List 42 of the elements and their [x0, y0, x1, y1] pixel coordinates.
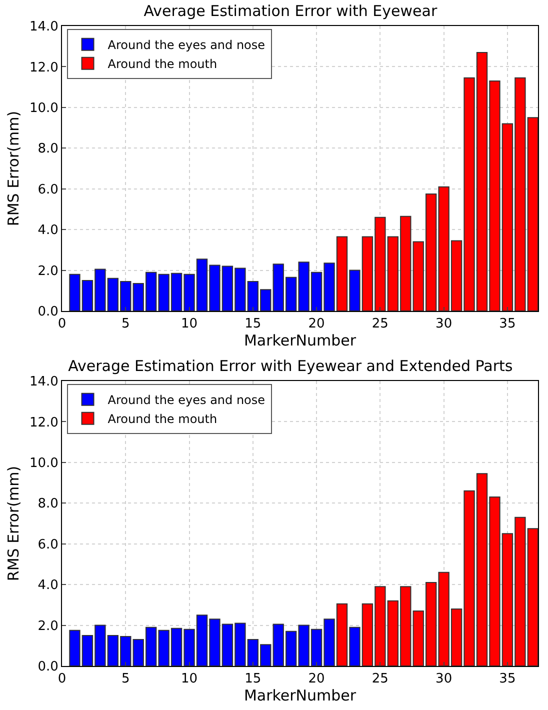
legend-label: Around the mouth: [108, 57, 218, 72]
y-tick-label: 0.0: [38, 660, 58, 675]
y-tick-label: 12.0: [29, 415, 58, 430]
y-tick-label: 10.0: [29, 100, 58, 116]
y-tick-label: 10.0: [29, 456, 58, 471]
x-tick-label: 0: [58, 316, 66, 332]
x-tick-label: 10: [180, 316, 198, 332]
y-tick-label: 14.0: [29, 20, 58, 35]
x-tick-label: 20: [308, 316, 325, 332]
y-tick-label: 6.0: [38, 537, 58, 552]
chart-title: Average Estimation Error with Eyewear: [144, 2, 438, 20]
x-axis-title: MarkerNumber: [244, 332, 357, 350]
y-tick-label: 4.0: [38, 223, 58, 238]
y-tick-label: 14.0: [29, 374, 58, 390]
x-tick-label: 30: [436, 316, 452, 332]
y-axis-title: RMS Error(mm): [4, 466, 23, 582]
y-axis-title: RMS Error(mm): [4, 110, 23, 226]
x-tick-label: 15: [244, 672, 262, 687]
chart-title: Average Estimation Error with Eyewear and Extended Parts: [68, 356, 513, 375]
legend-label: Around the mouth: [108, 412, 218, 426]
y-tick-label: 12.0: [29, 60, 58, 76]
legend-label: Around the eyes and nose: [108, 393, 266, 408]
x-tick-label: 5: [122, 316, 130, 332]
x-tick-label: 25: [372, 672, 388, 687]
x-tick-label: 5: [122, 672, 130, 687]
x-axis-title: MarkerNumber: [244, 686, 357, 705]
y-tick-label: 6.0: [38, 182, 58, 198]
x-tick-label: 15: [244, 316, 262, 332]
y-tick-label: 8.0: [38, 142, 58, 157]
x-tick-label: 20: [308, 672, 325, 687]
y-tick-label: 2.0: [38, 618, 58, 634]
x-tick-label: 25: [372, 316, 388, 332]
x-tick-label: 35: [499, 316, 516, 332]
y-tick-label: 4.0: [38, 578, 58, 594]
x-tick-label: 10: [180, 672, 198, 687]
x-tick-label: 0: [58, 672, 66, 687]
x-tick-label: 35: [499, 672, 516, 687]
x-tick-label: 30: [436, 672, 452, 687]
legend-label: Around the eyes and nose: [108, 38, 266, 52]
y-tick-label: 0.0: [38, 304, 58, 320]
y-tick-label: 8.0: [38, 496, 58, 512]
y-tick-label: 2.0: [38, 264, 58, 279]
